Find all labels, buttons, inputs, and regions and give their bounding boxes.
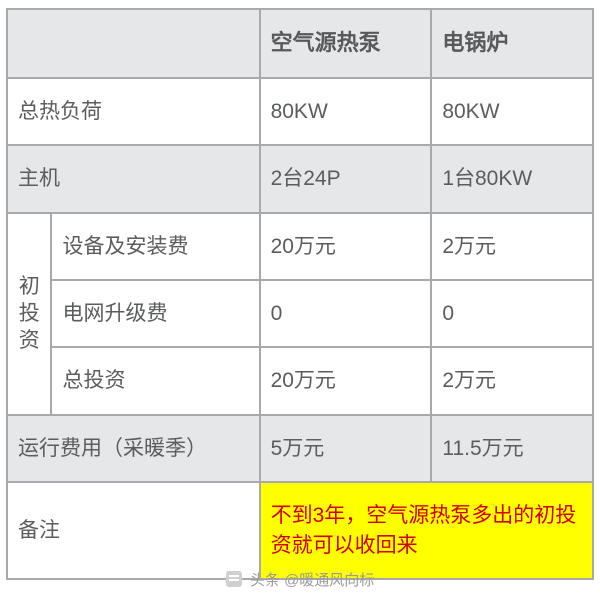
cell-equip-boiler: 2万元 (431, 213, 593, 280)
header-boiler: 电锅炉 (431, 9, 593, 78)
cell-host-boiler: 1台80KW (431, 145, 593, 212)
cell-load-heatpump: 80KW (260, 78, 432, 145)
label-total-load: 总热负荷 (7, 78, 260, 145)
label-equip: 设备及安装费 (51, 213, 259, 280)
comparison-table-container: 空气源热泵 电锅炉 总热负荷 80KW 80KW 主机 2台24P 1台80KW… (0, 0, 600, 580)
label-opcost: 运行费用（采暖季） (7, 415, 260, 482)
cell-host-heatpump: 2台24P (260, 145, 432, 212)
cell-remark-text: 不到3年，空气源热泵多出的初投资就可以收回来 (260, 482, 593, 579)
label-host: 主机 (7, 145, 260, 212)
row-host: 主机 2台24P 1台80KW (7, 145, 593, 212)
source-footer: 头条 @暖通风向标 (0, 569, 600, 591)
comparison-table: 空气源热泵 电锅炉 总热负荷 80KW 80KW 主机 2台24P 1台80KW… (6, 8, 594, 580)
cell-opcost-heatpump: 5万元 (260, 415, 432, 482)
toutiao-icon (226, 571, 242, 591)
header-blank (7, 9, 260, 78)
header-heatpump: 空气源热泵 (260, 9, 432, 78)
row-remark: 备注 不到3年，空气源热泵多出的初投资就可以收回来 (7, 482, 593, 579)
cell-grid-heatpump: 0 (260, 280, 432, 347)
source-name: @暖通风向标 (284, 572, 374, 589)
cell-grid-boiler: 0 (431, 280, 593, 347)
label-grid: 电网升级费 (51, 280, 259, 347)
row-equip: 初投资 设备及安装费 20万元 2万元 (7, 213, 593, 280)
label-remark: 备注 (7, 482, 260, 579)
cell-opcost-boiler: 11.5万元 (431, 415, 593, 482)
cell-load-boiler: 80KW (431, 78, 593, 145)
label-total-invest: 总投资 (51, 347, 259, 414)
label-initial-investment-group: 初投资 (7, 213, 51, 415)
row-total-invest: 总投资 20万元 2万元 (7, 347, 593, 414)
table-header-row: 空气源热泵 电锅炉 (7, 9, 593, 78)
row-grid: 电网升级费 0 0 (7, 280, 593, 347)
cell-equip-heatpump: 20万元 (260, 213, 432, 280)
row-total-load: 总热负荷 80KW 80KW (7, 78, 593, 145)
row-opcost: 运行费用（采暖季） 5万元 11.5万元 (7, 415, 593, 482)
source-prefix: 头条 (250, 572, 280, 589)
cell-total-heatpump: 20万元 (260, 347, 432, 414)
cell-total-boiler: 2万元 (431, 347, 593, 414)
